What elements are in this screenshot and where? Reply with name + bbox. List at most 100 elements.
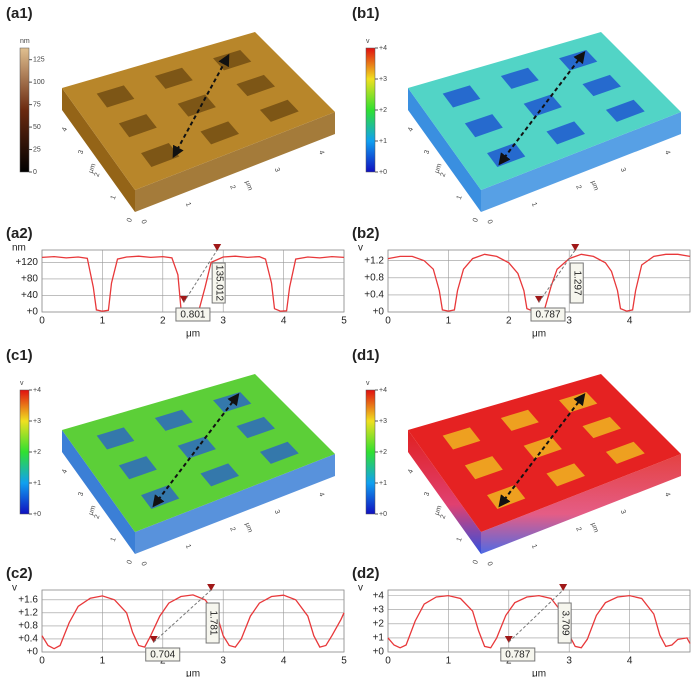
colorbar bbox=[366, 390, 375, 514]
x-tick-label: 0 bbox=[39, 316, 45, 327]
axis-tick-label: 3 bbox=[619, 167, 627, 173]
y-tick-label: +40 bbox=[21, 290, 38, 301]
colorbar-tick-label: 25 bbox=[33, 146, 41, 153]
annotation: 0.787 bbox=[535, 310, 560, 321]
axis-tick-label: 4 bbox=[61, 468, 69, 474]
colorbar-tick-label: 50 bbox=[33, 124, 41, 131]
axis-tick-label: 0 bbox=[126, 559, 134, 565]
annotation: 135.012 bbox=[214, 265, 225, 302]
axis-label: μm bbox=[589, 180, 599, 192]
panel-label: (d1) bbox=[352, 347, 380, 364]
x-tick-label: 1 bbox=[100, 316, 106, 327]
x-tick-label: 2 bbox=[506, 316, 512, 327]
axis-tick-label: 3 bbox=[273, 509, 281, 515]
colorbar-tick-label: 0 bbox=[33, 169, 37, 176]
panel-label: (a1) bbox=[6, 5, 33, 22]
axis-tick-label: 2 bbox=[574, 184, 582, 190]
axis-tick-label: 0 bbox=[472, 559, 480, 565]
axis-tick-label: 4 bbox=[663, 492, 671, 498]
y-tick-label: +2 bbox=[373, 618, 385, 629]
axis-tick-label: 3 bbox=[423, 491, 431, 497]
panel-label: (d2) bbox=[352, 565, 380, 582]
axis-tick-label: 4 bbox=[317, 492, 325, 498]
x-tick-label: 1 bbox=[100, 656, 106, 667]
colorbar-tick-label: +0 bbox=[379, 511, 387, 518]
axis-tick-label: 4 bbox=[317, 150, 325, 156]
axis-tick-label: 2 bbox=[574, 526, 582, 532]
x-axis-label: μm bbox=[186, 329, 200, 340]
y-tick-label: +0 bbox=[27, 307, 39, 318]
colorbar-tick-label: +0 bbox=[379, 169, 387, 176]
colorbar bbox=[20, 48, 29, 172]
annotation: 1.297 bbox=[572, 270, 583, 295]
annotation: 0.704 bbox=[150, 650, 175, 661]
axis-tick-label: 1 bbox=[456, 194, 464, 200]
x-axis-label: μm bbox=[532, 329, 546, 340]
y-tick-label: +1.2 bbox=[364, 255, 384, 266]
y-tick-label: +4 bbox=[373, 590, 385, 601]
panel-label: (c2) bbox=[6, 565, 33, 582]
annotation: 0.801 bbox=[180, 310, 205, 321]
y-tick-label: +0.8 bbox=[364, 272, 384, 283]
colorbar-unit: v bbox=[366, 38, 370, 45]
x-tick-label: 3 bbox=[220, 316, 226, 327]
colorbar-unit: v bbox=[20, 380, 24, 387]
y-unit: v bbox=[358, 243, 363, 254]
axis-tick-label: 1 bbox=[184, 202, 192, 208]
colorbar-tick-label: +4 bbox=[379, 387, 387, 394]
figure: (a1)nm02550751001250011223344μmμm(b1)v+0… bbox=[0, 0, 692, 677]
axis-tick-label: 2 bbox=[94, 514, 102, 520]
axis-tick-label: 3 bbox=[423, 149, 431, 155]
axis-tick-label: 0 bbox=[485, 561, 493, 567]
axis-label: μm bbox=[589, 522, 599, 534]
y-tick-label: +0.4 bbox=[18, 634, 38, 645]
colorbar-unit: v bbox=[366, 380, 370, 387]
axis-tick-label: 0 bbox=[485, 219, 493, 225]
axis-tick-label: 3 bbox=[77, 149, 85, 155]
colorbar-tick-label: +3 bbox=[379, 418, 387, 425]
annotation: 3.709 bbox=[560, 610, 571, 635]
panel-label: (b2) bbox=[352, 225, 380, 242]
x-tick-label: 4 bbox=[627, 316, 633, 327]
y-tick-label: +1.2 bbox=[18, 607, 38, 618]
axis-tick-label: 3 bbox=[273, 167, 281, 173]
y-unit: v bbox=[358, 583, 363, 594]
axis-tick-label: 1 bbox=[110, 194, 118, 200]
axis-tick-label: 0 bbox=[126, 217, 134, 223]
colorbar bbox=[20, 390, 29, 514]
x-tick-label: 5 bbox=[341, 656, 347, 667]
x-axis-label: μm bbox=[532, 669, 546, 677]
y-tick-label: +1.6 bbox=[18, 594, 38, 605]
axis-tick-label: 1 bbox=[456, 536, 464, 542]
panel-label: (a2) bbox=[6, 225, 33, 242]
x-axis-label: μm bbox=[186, 669, 200, 677]
axis-tick-label: 0 bbox=[472, 217, 480, 223]
colorbar-tick-label: +3 bbox=[33, 418, 41, 425]
colorbar-tick-label: +2 bbox=[379, 449, 387, 456]
y-tick-label: +0 bbox=[373, 647, 385, 658]
x-tick-label: 4 bbox=[627, 656, 633, 667]
axis-label: μm bbox=[243, 522, 253, 534]
y-tick-label: +1 bbox=[373, 633, 385, 644]
colorbar-tick-label: +4 bbox=[379, 45, 387, 52]
annotation: 1.781 bbox=[207, 610, 218, 635]
y-tick-label: +0 bbox=[373, 307, 385, 318]
y-tick-label: +80 bbox=[21, 274, 38, 285]
x-tick-label: 0 bbox=[39, 656, 45, 667]
axis-tick-label: 4 bbox=[61, 126, 69, 132]
panel-label: (b1) bbox=[352, 5, 380, 22]
panel-label: (c1) bbox=[6, 347, 33, 364]
annotation: 0.787 bbox=[505, 650, 530, 661]
colorbar-unit: nm bbox=[20, 38, 30, 45]
x-tick-label: 0 bbox=[385, 316, 391, 327]
colorbar-tick-label: +1 bbox=[379, 138, 387, 145]
axis-tick-label: 1 bbox=[110, 536, 118, 542]
colorbar-tick-label: 75 bbox=[33, 101, 41, 108]
axis-tick-label: 4 bbox=[663, 150, 671, 156]
colorbar-tick-label: +1 bbox=[379, 480, 387, 487]
x-tick-label: 3 bbox=[220, 656, 226, 667]
axis-tick-label: 1 bbox=[530, 544, 538, 550]
y-tick-label: +0 bbox=[27, 647, 39, 658]
y-tick-label: +0.8 bbox=[18, 621, 38, 632]
colorbar-tick-label: 100 bbox=[33, 79, 45, 86]
